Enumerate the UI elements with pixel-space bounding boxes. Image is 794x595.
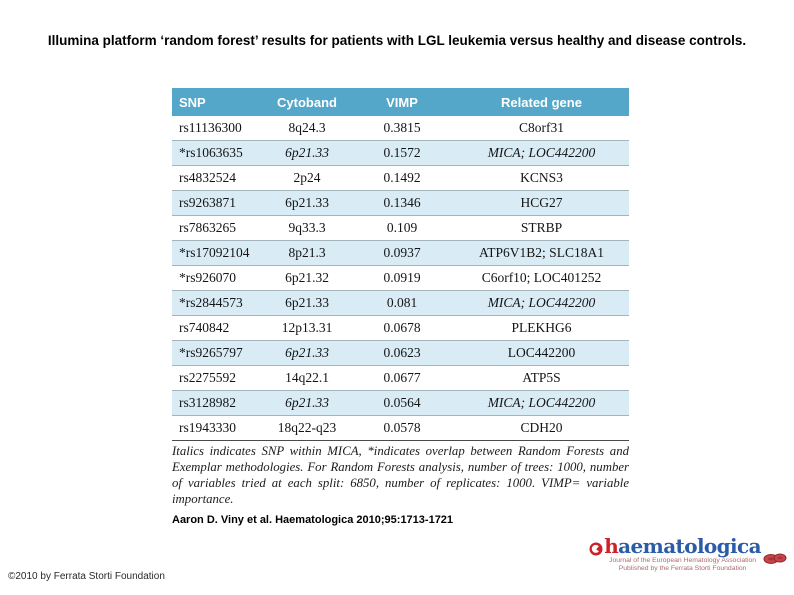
table-cell: PLEKHG6 [454, 315, 629, 341]
column-header-vimp: VIMP [350, 88, 454, 116]
table-cell: 0.1346 [350, 190, 454, 216]
journal-brand-rest: aematologica [618, 534, 761, 558]
table-cell: 0.0623 [350, 340, 454, 366]
column-header-cytoband: Cytoband [264, 88, 350, 116]
table-cell: 6p21.33 [264, 190, 350, 216]
table-row: *rs926070 6p21.32 0.0919 C6orf10; LOC401252 [172, 265, 629, 291]
table-footnote: Italics indicates SNP within MICA, *indi… [172, 444, 629, 506]
table-cell: 6p21.33 [264, 140, 350, 166]
table-cell: ATP6V1B2; SLC18A1 [454, 240, 629, 266]
table-cell: C6orf10; LOC401252 [454, 265, 629, 291]
table-row: *rs17092104 8p21.3 0.0937 ATP6V1B2; SLC18A1 [172, 240, 629, 266]
table-cell: *rs9265797 [172, 340, 264, 366]
table-cell: MICA; LOC442200 [454, 290, 629, 316]
table-cell: rs740842 [172, 315, 264, 341]
table-cell: 0.081 [350, 290, 454, 316]
table-cell: *rs2844573 [172, 290, 264, 316]
journal-tagline-line2: Published by the Ferrata Storti Foundati… [618, 565, 747, 572]
table-cell: LOC442200 [454, 340, 629, 366]
table-cell: *rs17092104 [172, 240, 264, 266]
table-cell: CDH20 [454, 415, 629, 441]
table-cell: rs2275592 [172, 365, 264, 391]
table-cell: 0.109 [350, 215, 454, 241]
table-cell: 0.0678 [350, 315, 454, 341]
table-row: *rs9265797 6p21.33 0.0623 LOC442200 [172, 340, 629, 366]
table-cell: *rs926070 [172, 265, 264, 291]
citation: Aaron D. Viny et al. Haematologica 2010;… [172, 514, 454, 526]
table-cell: 14q22.1 [264, 365, 350, 391]
table-cell: 6p21.33 [264, 340, 350, 366]
table-cell: MICA; LOC442200 [454, 140, 629, 166]
table-cell: 0.3815 [350, 116, 454, 141]
table-row: *rs1063635 6p21.33 0.1572 MICA; LOC442200 [172, 140, 629, 166]
table-row: rs1943330 18q22-q23 0.0578 CDH20 [172, 415, 629, 441]
table-cell: 0.0578 [350, 415, 454, 441]
red-blood-cells-icon [763, 552, 789, 570]
table-cell: rs1943330 [172, 415, 264, 441]
slide-title: Illumina platform ‘random forest’ result… [47, 33, 747, 48]
table-cell: STRBP [454, 215, 629, 241]
table-cell: 18q22-q23 [264, 415, 350, 441]
table-row: rs9263871 6p21.33 0.1346 HCG27 [172, 190, 629, 216]
table-cell: 8q24.3 [264, 116, 350, 141]
column-header-snp: SNP [172, 88, 264, 116]
table-row: rs7863265 9q33.3 0.109 STRBP [172, 215, 629, 241]
table-cell: rs4832524 [172, 165, 264, 191]
table-cell: 2p24 [264, 165, 350, 191]
table-cell: ATP5S [454, 365, 629, 391]
table-cell: C8orf31 [454, 116, 629, 141]
table-cell: 12p13.31 [264, 315, 350, 341]
table-cell: 0.0937 [350, 240, 454, 266]
table-header: SNP Cytoband VIMP Related gene [172, 88, 629, 116]
column-header-related-gene: Related gene [454, 88, 629, 116]
table-cell: rs11136300 [172, 116, 264, 141]
table-cell: rs7863265 [172, 215, 264, 241]
journal-brand-initial: h [604, 534, 619, 558]
journal-brand-name: haematologica [604, 536, 761, 557]
table-row: rs11136300 8q24.3 0.3815 C8orf31 [172, 116, 629, 141]
table-cell: 6p21.33 [264, 290, 350, 316]
journal-logo: haematologica Journal of the European He… [589, 536, 789, 573]
table-row: rs3128982 6p21.33 0.0564 MICA; LOC442200 [172, 390, 629, 416]
table-cell: HCG27 [454, 190, 629, 216]
results-table: SNP Cytoband VIMP Related gene rs1113630… [172, 88, 629, 441]
table-cell: 8p21.3 [264, 240, 350, 266]
journal-logo-text: haematologica Journal of the European He… [604, 536, 761, 573]
table-row: rs4832524 2p24 0.1492 KCNS3 [172, 165, 629, 191]
table-cell: 0.0564 [350, 390, 454, 416]
table-header-row: SNP Cytoband VIMP Related gene [172, 88, 629, 116]
copyright-notice: ©2010 by Ferrata Storti Foundation [8, 571, 165, 582]
table-row: rs740842 12p13.31 0.0678 PLEKHG6 [172, 315, 629, 341]
table-cell: 6p21.32 [264, 265, 350, 291]
table-cell: 9q33.3 [264, 215, 350, 241]
table-row: *rs2844573 6p21.33 0.081 MICA; LOC442200 [172, 290, 629, 316]
table-cell: MICA; LOC442200 [454, 390, 629, 416]
table-cell: 0.0919 [350, 265, 454, 291]
table-cell: 0.1492 [350, 165, 454, 191]
journal-tagline-line1: Journal of the European Hematology Assoc… [609, 557, 757, 564]
table-cell: rs9263871 [172, 190, 264, 216]
table-row: rs2275592 14q22.1 0.0677 ATP5S [172, 365, 629, 391]
table-cell: 6p21.33 [264, 390, 350, 416]
table-body: rs11136300 8q24.3 0.3815 C8orf31 *rs1063635 6… [172, 116, 629, 441]
table-cell: 0.0677 [350, 365, 454, 391]
table-cell: KCNS3 [454, 165, 629, 191]
table-cell: rs3128982 [172, 390, 264, 416]
table-cell: 0.1572 [350, 140, 454, 166]
journal-logo-icon [589, 542, 603, 561]
table-cell: *rs1063635 [172, 140, 264, 166]
